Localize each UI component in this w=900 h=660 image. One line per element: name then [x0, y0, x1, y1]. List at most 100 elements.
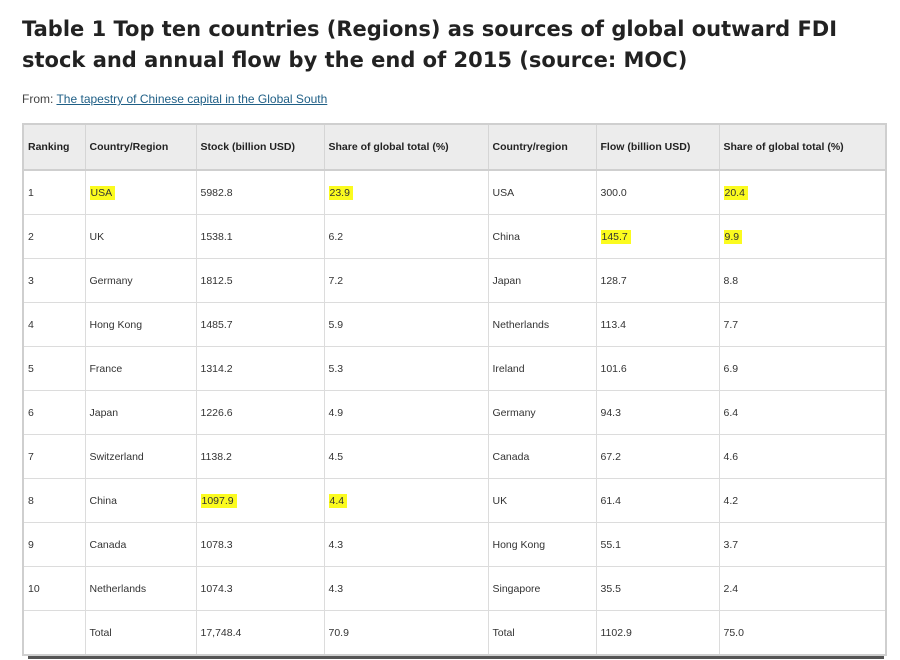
cell-ranking: 6: [24, 390, 86, 435]
cell-stock: 1226.6: [196, 390, 325, 435]
table-row: 2 UK 1538.1 6.2 China 145.7 9.9: [24, 214, 885, 259]
cell-flow: 113.4: [596, 302, 720, 347]
cell-ranking: 8: [24, 478, 86, 523]
header-ranking: Ranking: [24, 125, 86, 171]
cell-value: 4.6: [723, 450, 739, 463]
cell-value: 61.4: [600, 494, 621, 507]
cell-flow-share: 75.0: [719, 611, 885, 655]
cell-country: Total: [85, 610, 197, 654]
cell-ranking: 1: [24, 170, 86, 215]
cell-stock-share: 4.9: [324, 390, 489, 435]
cell-country: USA: [85, 170, 197, 215]
cell-flow-share: 6.9: [719, 346, 885, 391]
cell-ranking: 4: [24, 302, 86, 347]
cell-value: 35.5: [600, 582, 621, 595]
cell-value: 94.3: [600, 406, 621, 419]
cell-value: China: [89, 494, 117, 507]
cell-value: 10: [28, 582, 40, 595]
cell-flow: 1102.9: [596, 610, 720, 654]
cell-flow: 300.0: [596, 170, 720, 215]
highlighted-value: 23.9: [328, 185, 353, 200]
cell-stock: 5982.8: [196, 170, 325, 215]
cell-stock: 1485.7: [196, 302, 325, 347]
cell-value: 1538.1: [200, 230, 233, 243]
cell-flow-country: Germany: [488, 390, 597, 435]
header-country-region-flow: Country/region: [488, 125, 597, 171]
cell-value: 4.5: [328, 450, 344, 463]
table-row: 6 Japan 1226.6 4.9 Germany 94.3 6.4: [24, 390, 885, 435]
cell-value: 55.1: [600, 538, 621, 551]
cell-stock: 1812.5: [196, 258, 325, 303]
cell-value: Switzerland: [89, 450, 144, 463]
cell-stock: 1138.2: [196, 434, 325, 479]
cell-value: 70.9: [328, 626, 349, 639]
cell-value: 6.4: [723, 406, 739, 419]
table-row: 3 Germany 1812.5 7.2 Japan 128.7 8.8: [24, 258, 885, 303]
cell-country: UK: [85, 214, 197, 259]
cell-value: 7: [28, 450, 34, 463]
table-row: 7 Switzerland 1138.2 4.5 Canada 67.2 4.6: [24, 434, 885, 479]
cell-flow-share: 7.7: [719, 302, 885, 347]
bottom-divider: [28, 656, 884, 659]
cell-value: 1138.2: [200, 450, 232, 463]
cell-flow: 101.6: [596, 346, 720, 391]
table-row: 10 Netherlands 1074.3 4.3 Singapore 35.5 2.4: [24, 566, 885, 611]
cell-value: Hong Kong: [89, 318, 143, 331]
cell-flow-share: 8.8: [719, 258, 885, 303]
cell-value: 1078.3: [200, 538, 233, 551]
cell-value: 113.4: [600, 318, 627, 331]
cell-flow-share: 9.9: [719, 214, 885, 259]
cell-country: Netherlands: [85, 566, 197, 611]
cell-stock-share: 5.9: [324, 302, 489, 347]
cell-value: 8.8: [723, 274, 739, 287]
cell-value: 17,748.4: [200, 626, 242, 639]
highlighted-value: 145.7: [600, 229, 631, 244]
cell-value: 128.7: [600, 274, 627, 287]
from-label: From:: [22, 92, 54, 106]
cell-value: 6.9: [723, 362, 739, 375]
cell-flow: 35.5: [596, 566, 720, 611]
cell-value: 4.3: [328, 538, 344, 551]
cell-value: 1812.5: [200, 274, 233, 287]
highlighted-value: 4.4: [328, 493, 348, 508]
header-flow: Flow (billion USD): [596, 125, 720, 171]
cell-stock: 1078.3: [196, 522, 325, 567]
cell-value: Japan: [492, 274, 522, 287]
table-body: 1 USA 5982.8 23.9 USA 300.0 20.4 2 UK 1538.1 6.2 Ch…: [24, 170, 885, 654]
cell-stock: 17,748.4: [196, 610, 325, 654]
cell-stock-share: 7.2: [324, 258, 489, 303]
cell-flow-share: 4.6: [719, 434, 885, 479]
cell-stock-share: 4.4: [324, 478, 489, 523]
cell-value: Total: [89, 626, 112, 639]
cell-value: 4.9: [328, 406, 344, 419]
cell-value: 1314.2: [200, 362, 233, 375]
cell-value: Netherlands: [89, 582, 147, 595]
cell-ranking: 2: [24, 214, 86, 259]
cell-value: 6: [28, 406, 34, 419]
cell-value: Germany: [492, 406, 536, 419]
cell-value: UK: [89, 230, 105, 243]
cell-country: Hong Kong: [85, 302, 197, 347]
fdi-table-container: Ranking Country/Region Stock (billion US…: [22, 123, 887, 656]
cell-flow-country: Japan: [488, 258, 597, 303]
cell-value: 5.9: [328, 318, 344, 331]
cell-stock-share: 70.9: [324, 610, 489, 654]
cell-stock: 1314.2: [196, 346, 325, 391]
cell-value: Singapore: [492, 582, 541, 595]
cell-value: 2: [28, 230, 34, 243]
cell-value: 2.4: [723, 582, 739, 595]
cell-stock-share: 6.2: [324, 214, 489, 259]
cell-value: 8: [28, 494, 34, 507]
cell-stock-share: 4.3: [324, 566, 489, 611]
cell-stock: 1538.1: [196, 214, 325, 259]
table-row: 8 China 1097.9 4.4 UK 61.4 4.2: [24, 478, 885, 523]
cell-stock: 1097.9: [196, 478, 325, 523]
highlighted-value: 20.4: [723, 185, 748, 200]
cell-value: 4.2: [723, 494, 739, 507]
source-link[interactable]: The tapestry of Chinese capital in the G…: [56, 92, 328, 106]
cell-stock-share: 23.9: [324, 170, 489, 215]
cell-value: 7.2: [328, 274, 344, 287]
cell-value: 5.3: [328, 362, 344, 375]
cell-ranking: 9: [24, 522, 86, 567]
